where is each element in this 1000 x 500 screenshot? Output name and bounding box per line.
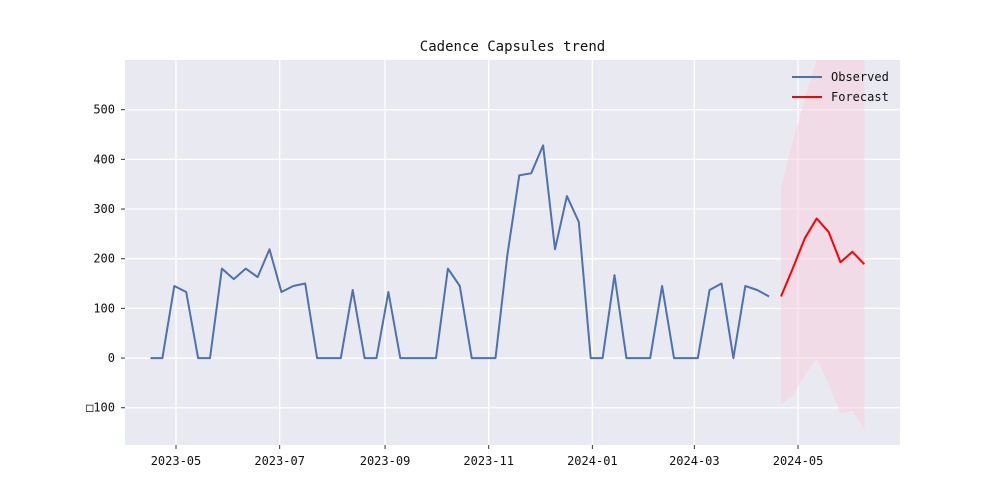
observed-series-line [150, 144, 770, 360]
chart-title: Cadence Capsules trend [420, 39, 605, 55]
x-tick-label: 2023-05 [151, 454, 202, 468]
x-tick-label: 2024-05 [773, 454, 824, 468]
x-tick-label: 2023-09 [360, 454, 411, 468]
x-tick-label: 2023-11 [463, 454, 514, 468]
y-tick-label: 200 [93, 252, 115, 266]
forecast-confidence-band [781, 60, 865, 430]
y-axis-ticks: □100 0 100 200 300 400 500 [86, 103, 125, 415]
x-tick-label: 2024-01 [567, 454, 618, 468]
y-tick-label: □100 [86, 401, 115, 415]
y-tick-label: 500 [93, 103, 115, 117]
legend-label-forecast: Forecast [831, 90, 889, 104]
y-tick-label: 0 [108, 351, 115, 365]
y-tick-label: 100 [93, 301, 115, 315]
x-tick-label: 2024-03 [669, 454, 720, 468]
plot-background [125, 60, 900, 445]
x-axis-ticks: 2023-05 2023-07 2023-09 2023-11 2024-01 2024-… [151, 445, 824, 468]
gridlines [125, 60, 900, 445]
forecast-series-line [780, 217, 866, 297]
legend: Observed Forecast [792, 70, 889, 104]
y-tick-label: 300 [93, 202, 115, 216]
y-tick-label: 400 [93, 152, 115, 166]
legend-label-observed: Observed [831, 70, 889, 84]
x-tick-label: 2023-07 [254, 454, 305, 468]
